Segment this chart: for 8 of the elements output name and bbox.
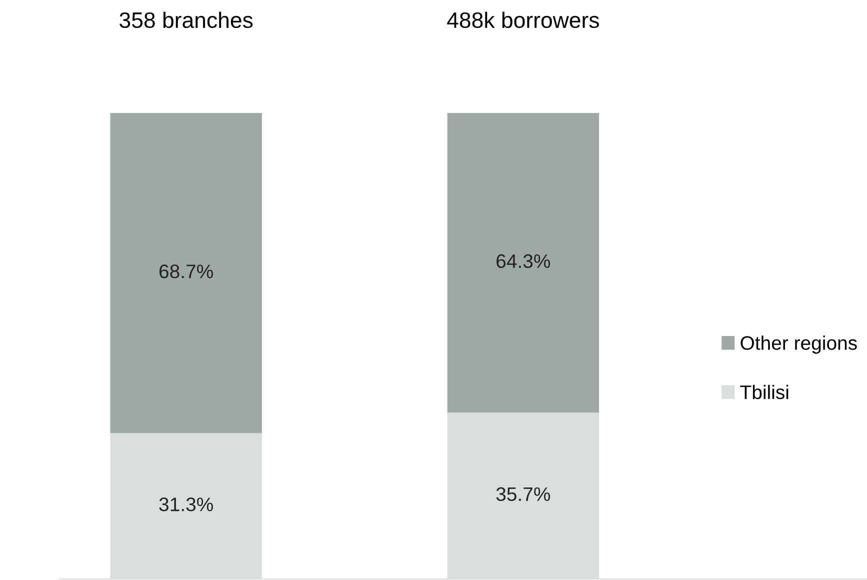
data-label: 35.7% xyxy=(496,487,550,502)
legend-label: Tbilisi xyxy=(740,384,788,400)
data-label: 64.3% xyxy=(496,254,550,268)
legend-label: Other regions xyxy=(740,336,857,354)
data-label: 68.7% xyxy=(159,264,213,278)
x-tick-label: 358 branches xyxy=(120,12,253,28)
data-label: 31.3% xyxy=(159,498,213,512)
x-tick-label: 488k borrowers xyxy=(447,12,599,28)
